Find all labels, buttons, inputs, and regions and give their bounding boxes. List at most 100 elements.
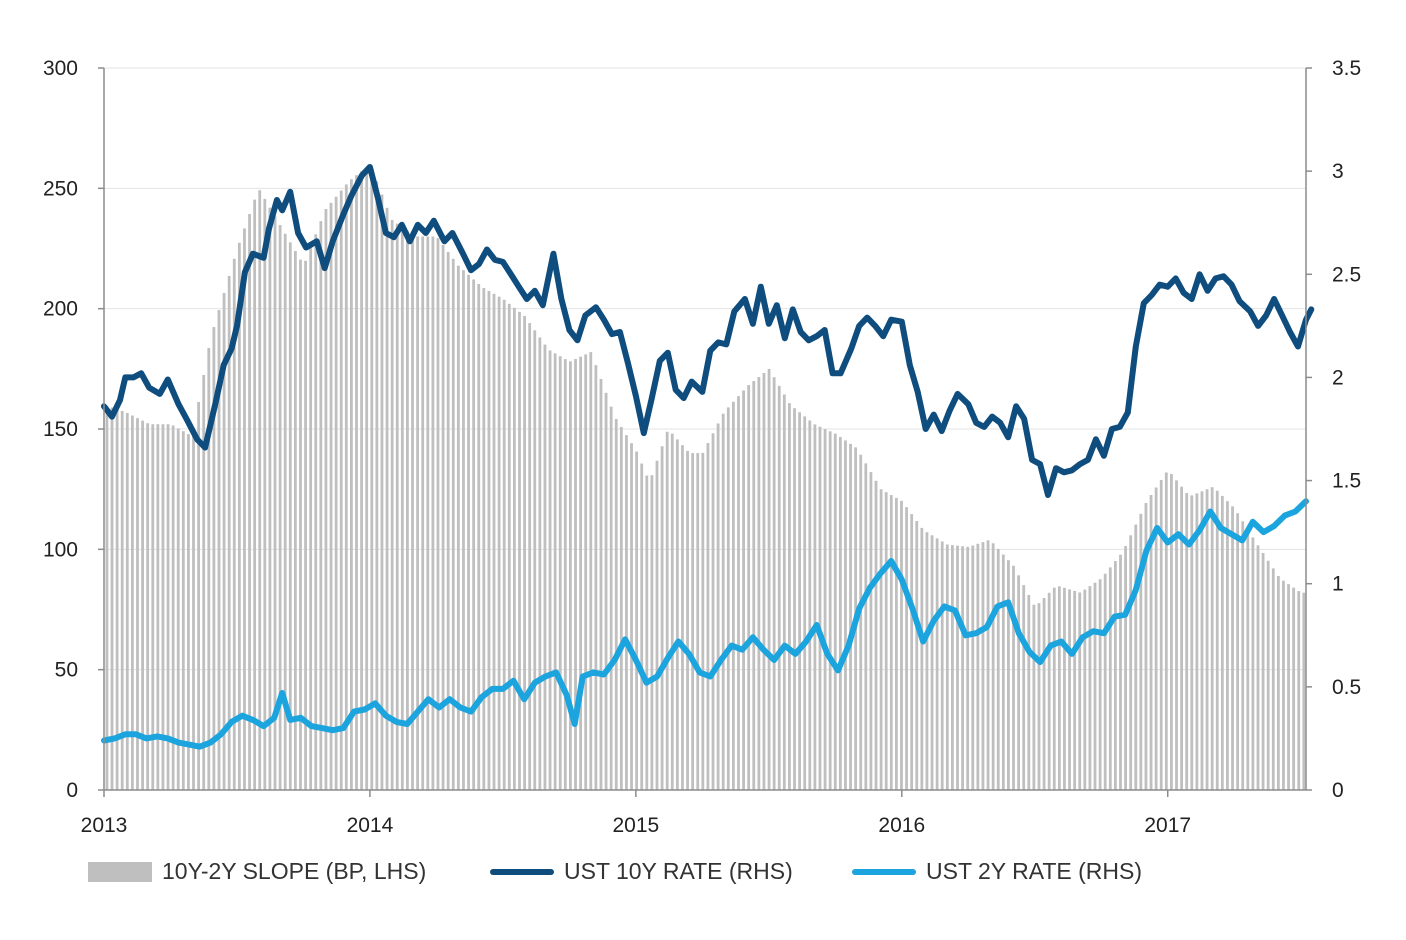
right-tick-label: 0.5 — [1332, 676, 1361, 699]
slope-bar — [788, 403, 791, 790]
slope-bar — [894, 497, 898, 790]
slope-bar — [141, 420, 144, 790]
slope-bar — [528, 323, 532, 790]
slope-bar — [253, 199, 257, 791]
slope-bar — [838, 436, 842, 790]
slope-bar — [273, 216, 277, 790]
slope-bar — [263, 198, 267, 790]
x-tick-label: 2013 — [81, 814, 128, 837]
slope-bar — [1215, 490, 1219, 790]
slope-bar — [925, 532, 929, 790]
slope-bar — [436, 238, 440, 790]
right-tick-label: 3 — [1332, 160, 1344, 183]
slope-bar — [1012, 565, 1015, 790]
slope-bar — [467, 274, 470, 790]
legend-swatch-2y — [852, 868, 916, 875]
slope-bar — [1200, 491, 1204, 790]
x-tick-label: 2016 — [878, 814, 925, 837]
slope-bar — [747, 385, 751, 790]
slope-bar — [202, 374, 206, 790]
slope-bar — [986, 540, 990, 790]
left-tick-label: 200 — [43, 298, 78, 321]
slope-bar — [951, 545, 954, 790]
slope-bar — [599, 378, 603, 790]
right-tick-label: 1.5 — [1332, 470, 1361, 493]
slope-bar — [956, 545, 959, 790]
slope-bar — [344, 184, 348, 790]
slope-bar — [309, 247, 313, 790]
slope-bar — [411, 234, 414, 790]
right-tick-label: 0 — [1332, 779, 1344, 802]
slope-bar — [456, 265, 460, 790]
slope-bar — [731, 401, 735, 790]
slope-bar — [686, 450, 689, 790]
slope-bar — [406, 230, 409, 790]
left-tick-label: 50 — [55, 659, 78, 682]
slope-bar — [125, 412, 129, 790]
slope-bar — [497, 296, 501, 790]
slope-bar — [772, 377, 776, 790]
slope-bar — [339, 190, 343, 791]
slope-bar — [1093, 582, 1097, 790]
slope-bar — [782, 394, 786, 790]
slope-bar — [1032, 604, 1036, 790]
slope-bar — [523, 315, 526, 790]
slope-bar — [976, 543, 980, 790]
slope-bar — [380, 194, 384, 790]
slope-bar — [1017, 575, 1021, 790]
slope-bar — [1052, 587, 1056, 790]
slope-bar — [187, 434, 190, 790]
left-axis-ticks: 0 50 100 150 200 250 300 — [43, 57, 104, 802]
slope-bar — [538, 337, 542, 790]
slope-bar — [869, 472, 873, 790]
slope-bar — [232, 258, 236, 790]
x-tick-label: 2015 — [612, 814, 659, 837]
slope-bar — [1292, 587, 1296, 790]
slope-bar — [940, 541, 944, 790]
slope-bar — [655, 460, 659, 790]
legend-item-10y: UST 10Y RATE (RHS) — [490, 858, 793, 885]
slope-bar — [635, 451, 639, 790]
rate-lines — [101, 164, 1315, 750]
legend-label-slope: 10Y-2Y SLOPE (BP, LHS) — [162, 858, 427, 884]
slope-bar — [1027, 594, 1031, 790]
slope-bar — [192, 428, 195, 790]
slope-bar — [110, 407, 114, 790]
slope-bar — [844, 440, 847, 790]
slope-bar — [426, 236, 430, 790]
slope-bar — [390, 220, 394, 790]
slope-bar — [1154, 487, 1158, 790]
slope-bar — [910, 514, 914, 790]
slope-bar — [808, 420, 812, 790]
slope-bar — [492, 293, 496, 790]
slope-bar — [828, 431, 832, 790]
slope-bar — [793, 408, 796, 790]
slope-bar — [1108, 567, 1112, 790]
slope-bar — [823, 429, 827, 790]
slope-bar — [304, 260, 307, 790]
slope-bar — [594, 365, 598, 790]
slope-bar — [1164, 472, 1168, 790]
slope-bar — [614, 419, 618, 790]
slope-bar — [1261, 553, 1265, 790]
slope-bar — [1195, 493, 1199, 790]
slope-bar — [385, 207, 389, 790]
slope-bar — [395, 223, 399, 790]
slope-bar — [156, 424, 160, 790]
slope-bar — [120, 410, 124, 790]
x-axis-ticks: 2013 2014 2015 2016 2017 — [81, 790, 1191, 837]
slope-bar — [1063, 587, 1066, 790]
slope-bar — [350, 179, 353, 790]
slope-bar — [1088, 586, 1092, 790]
slope-bar — [1190, 495, 1194, 790]
slope-bar — [237, 242, 241, 790]
slope-bar — [721, 413, 725, 790]
slope-bar — [248, 214, 251, 790]
slope-bar — [462, 270, 465, 790]
slope-bar — [752, 381, 756, 790]
slope-bar — [441, 245, 445, 790]
slope-bar — [1124, 546, 1127, 790]
slope-bar — [543, 344, 547, 790]
legend-swatch-slope — [88, 861, 152, 882]
slope-bar — [1266, 560, 1270, 790]
